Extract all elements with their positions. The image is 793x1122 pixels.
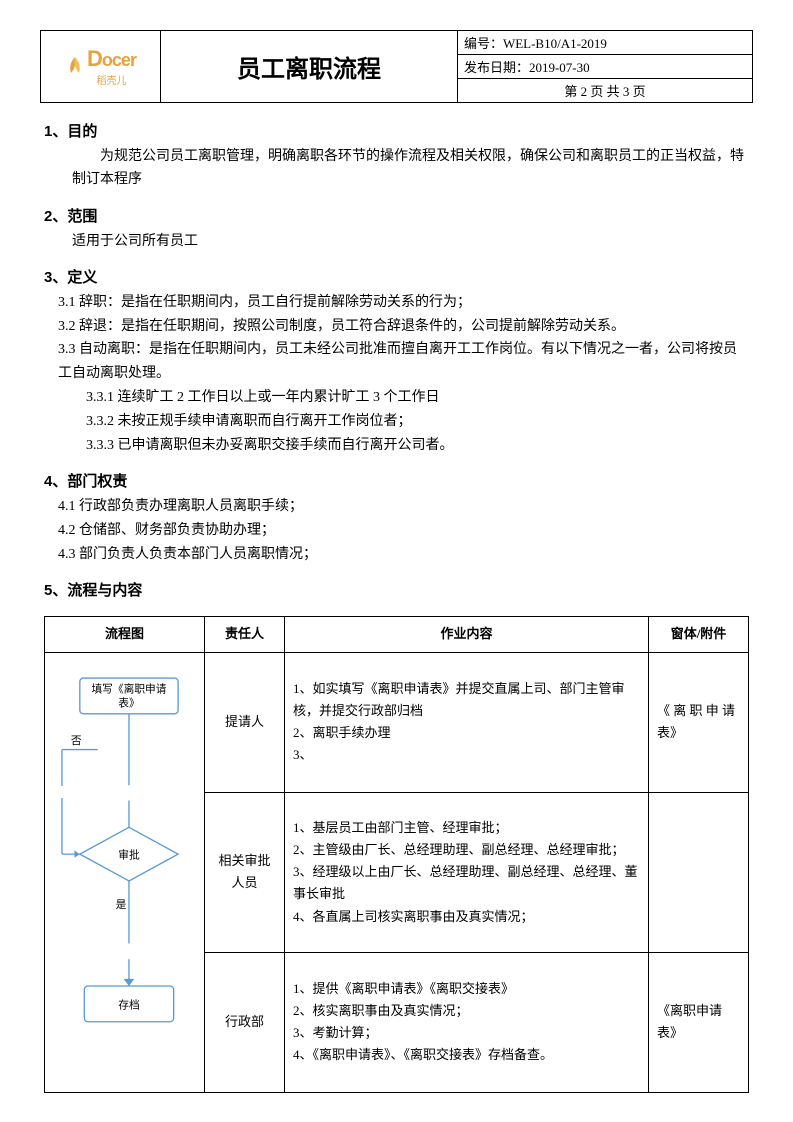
flowchart-step-1: 填写《离职申请 表》 否 <box>53 659 196 787</box>
process-table: 流程图 责任人 作业内容 窗体/附件 填写《离职申请 表》 否 提请人 1、如实… <box>44 616 749 1093</box>
doc-date: 发布日期：2019-07-30 <box>457 55 752 79</box>
attach-cell: 《 离 职 申 请表》 <box>649 652 749 792</box>
th-attach: 窗体/附件 <box>649 616 749 652</box>
def-item: 3.3 自动离职：是指在任职期间内，员工未经公司批准而擅自离开工工作岗位。有以下… <box>44 338 749 386</box>
svg-text:是: 是 <box>116 899 127 911</box>
section-body: 为规范公司员工离职管理，明确离职各环节的操作流程及相关权限，确保公司和离职员工的… <box>44 145 749 193</box>
svg-text:填写《离职申请: 填写《离职申请 <box>91 682 166 695</box>
svg-text:表》: 表》 <box>118 697 139 710</box>
doc-header-table: Docer 稻壳儿 员工离职流程 编号：WEL-B10/A1-2019 发布日期… <box>40 30 753 103</box>
section-title: 3、定义 <box>44 265 749 291</box>
leaf-icon <box>65 55 85 79</box>
section-title: 4、部门权责 <box>44 469 749 495</box>
section-title: 1、目的 <box>44 119 749 145</box>
th-resp: 责任人 <box>205 616 285 652</box>
def-subitem: 3.3.3 已申请离职但未办妥离职交接手续而自行离开公司者。 <box>44 434 749 458</box>
def-subitem: 3.3.1 连续旷工 2 工作日以上或一年内累计旷工 3 个工作日 <box>44 386 749 410</box>
logo-text: ocer <box>102 50 136 70</box>
doc-title: 员工离职流程 <box>161 31 458 103</box>
def-item: 3.1 辞职：是指在任职期间内，员工自行提前解除劳动关系的行为； <box>44 291 749 315</box>
dept-item: 4.2 仓储部、财务部负责协助办理； <box>44 519 749 543</box>
svg-text:存档: 存档 <box>118 999 139 1012</box>
svg-text:审批: 审批 <box>118 849 140 862</box>
flowchart-step-2: 审批 是 <box>53 798 196 946</box>
table-row: 填写《离职申请 表》 否 提请人 1、如实填写《离职申请表》并提交直属上司、部门… <box>45 652 749 792</box>
section-title: 2、范围 <box>44 204 749 230</box>
logo-cell: Docer 稻壳儿 <box>41 31 161 103</box>
attach-cell <box>649 792 749 952</box>
doc-page: 第 2 页 共 3 页 <box>457 79 752 103</box>
resp-cell: 相关审批人员 <box>205 792 285 952</box>
section-body: 适用于公司所有员工 <box>44 230 749 254</box>
dept-item: 4.1 行政部负责办理离职人员离职手续； <box>44 495 749 519</box>
svg-text:否: 否 <box>71 735 82 747</box>
work-cell: 1、提供《离职申请表》《离职交接表》 2、核实离职事由及真实情况； 3、考勤计算… <box>293 978 640 1066</box>
doc-no: 编号：WEL-B10/A1-2019 <box>457 31 752 55</box>
th-work: 作业内容 <box>285 616 649 652</box>
doc-content: 1、目的 为规范公司员工离职管理，明确离职各环节的操作流程及相关权限，确保公司和… <box>40 119 753 1093</box>
resp-cell: 提请人 <box>205 652 285 792</box>
work-cell: 1、基层员工由部门主管、经理审批； 2、主管级由厂长、总经理助理、副总经理、总经… <box>293 817 640 927</box>
dept-item: 4.3 部门负责人负责本部门人员离职情况； <box>44 543 749 567</box>
th-flow: 流程图 <box>45 616 205 652</box>
def-item: 3.2 辞退：是指在任职期间，按照公司制度，员工符合辞退条件的，公司提前解除劳动… <box>44 315 749 339</box>
def-subitem: 3.3.2 未按正规手续申请离职而自行离开工作岗位者； <box>44 410 749 434</box>
work-cell: 1、如实填写《离职申请表》并提交直属上司、部门主管审核，并提交行政部归档 2、离… <box>293 678 640 766</box>
section-title: 5、流程与内容 <box>44 578 749 604</box>
flowchart-step-3: 存档 <box>53 958 196 1086</box>
attach-cell: 《离职申请表》 <box>649 952 749 1092</box>
table-row: 审批 是 相关审批人员 1、基层员工由部门主管、经理审批； 2、主管级由厂长、总… <box>45 792 749 952</box>
table-row: 存档 行政部 1、提供《离职申请表》《离职交接表》 2、核实离职事由及真实情况；… <box>45 952 749 1092</box>
resp-cell: 行政部 <box>205 952 285 1092</box>
logo-cn: 稻壳儿 <box>87 72 136 87</box>
